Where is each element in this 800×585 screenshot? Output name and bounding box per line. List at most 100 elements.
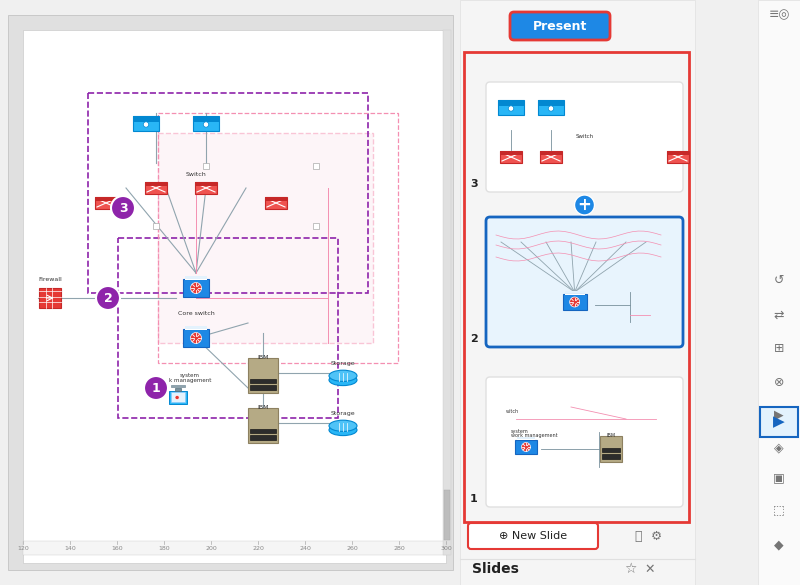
Bar <box>313 223 319 229</box>
Text: ✕: ✕ <box>645 563 655 576</box>
FancyBboxPatch shape <box>486 82 683 192</box>
Bar <box>265 197 287 209</box>
Bar <box>193 115 219 130</box>
Bar <box>540 151 562 163</box>
Bar <box>250 428 276 432</box>
Bar <box>248 408 278 442</box>
Bar <box>443 30 451 555</box>
FancyBboxPatch shape <box>486 377 683 507</box>
Circle shape <box>190 283 202 294</box>
Text: Storage: Storage <box>330 361 355 366</box>
Bar <box>250 384 276 390</box>
Bar <box>515 440 537 454</box>
Bar <box>248 357 278 393</box>
Text: Firewall: Firewall <box>38 277 62 282</box>
Text: 1: 1 <box>470 494 478 504</box>
Circle shape <box>203 122 209 127</box>
Bar <box>517 439 535 441</box>
Bar <box>193 115 219 122</box>
Text: +: + <box>578 196 591 214</box>
Text: 1: 1 <box>152 381 160 394</box>
Bar <box>185 329 207 330</box>
Bar <box>158 113 398 363</box>
Bar <box>182 329 210 347</box>
Text: Storage: Storage <box>330 411 355 416</box>
Text: system: system <box>511 429 529 434</box>
Circle shape <box>570 297 580 307</box>
Bar <box>265 197 287 201</box>
Text: ◆: ◆ <box>774 539 784 552</box>
Bar <box>667 151 689 155</box>
Bar <box>185 276 207 278</box>
Text: 200: 200 <box>205 546 217 552</box>
Bar <box>185 279 207 280</box>
Circle shape <box>111 196 135 220</box>
Bar <box>602 448 620 452</box>
Text: ⊗: ⊗ <box>774 376 784 388</box>
Bar <box>498 99 524 105</box>
Text: 300: 300 <box>440 546 452 552</box>
Bar <box>758 0 800 585</box>
Circle shape <box>175 395 179 400</box>
Text: Present: Present <box>533 19 587 33</box>
Text: 3: 3 <box>470 179 478 189</box>
Text: 120: 120 <box>17 546 29 552</box>
Text: 220: 220 <box>252 546 264 552</box>
Ellipse shape <box>329 370 357 381</box>
Bar <box>517 437 535 439</box>
Bar <box>118 238 338 418</box>
Ellipse shape <box>329 424 357 436</box>
Bar <box>250 435 276 439</box>
Text: 2: 2 <box>104 291 112 305</box>
Text: ⊞: ⊞ <box>774 342 784 355</box>
FancyBboxPatch shape <box>468 523 598 549</box>
Circle shape <box>190 332 202 343</box>
Text: system: system <box>180 373 200 378</box>
Bar <box>540 151 562 155</box>
Bar <box>203 163 209 169</box>
Circle shape <box>96 286 120 310</box>
Text: ⇄: ⇄ <box>774 308 784 322</box>
Bar <box>88 93 368 293</box>
Text: work management: work management <box>511 433 558 438</box>
Bar <box>39 288 61 308</box>
Bar <box>538 99 564 105</box>
Circle shape <box>143 122 149 127</box>
Text: ▶: ▶ <box>773 415 785 429</box>
Circle shape <box>548 106 554 111</box>
Bar <box>667 151 689 163</box>
Circle shape <box>522 442 530 452</box>
Bar <box>538 99 564 115</box>
Text: k management: k management <box>169 378 211 383</box>
Circle shape <box>574 195 594 215</box>
Bar <box>171 392 186 402</box>
Text: ⊕ New Slide: ⊕ New Slide <box>499 531 567 541</box>
Text: Core switch: Core switch <box>178 311 214 316</box>
Bar <box>565 294 585 295</box>
Text: ☆: ☆ <box>624 562 636 576</box>
Circle shape <box>144 376 168 400</box>
Bar <box>182 279 210 297</box>
Bar <box>562 294 586 310</box>
Bar <box>23 30 446 563</box>
Text: ◈: ◈ <box>774 442 784 455</box>
Bar <box>145 182 167 186</box>
Bar <box>175 388 181 391</box>
Bar <box>565 291 585 294</box>
Text: 180: 180 <box>158 546 170 552</box>
Bar <box>500 151 522 155</box>
FancyBboxPatch shape <box>510 12 610 40</box>
Bar <box>460 0 695 585</box>
Bar <box>145 182 167 194</box>
Bar <box>250 378 276 383</box>
Text: 160: 160 <box>111 546 123 552</box>
Text: ⚙: ⚙ <box>650 529 662 542</box>
Bar <box>23 541 446 555</box>
Bar <box>464 52 689 522</box>
Bar <box>195 182 217 186</box>
Ellipse shape <box>329 374 357 386</box>
Bar <box>95 197 117 209</box>
Text: 2: 2 <box>470 334 478 344</box>
Text: 280: 280 <box>393 546 405 552</box>
Bar <box>195 182 217 194</box>
